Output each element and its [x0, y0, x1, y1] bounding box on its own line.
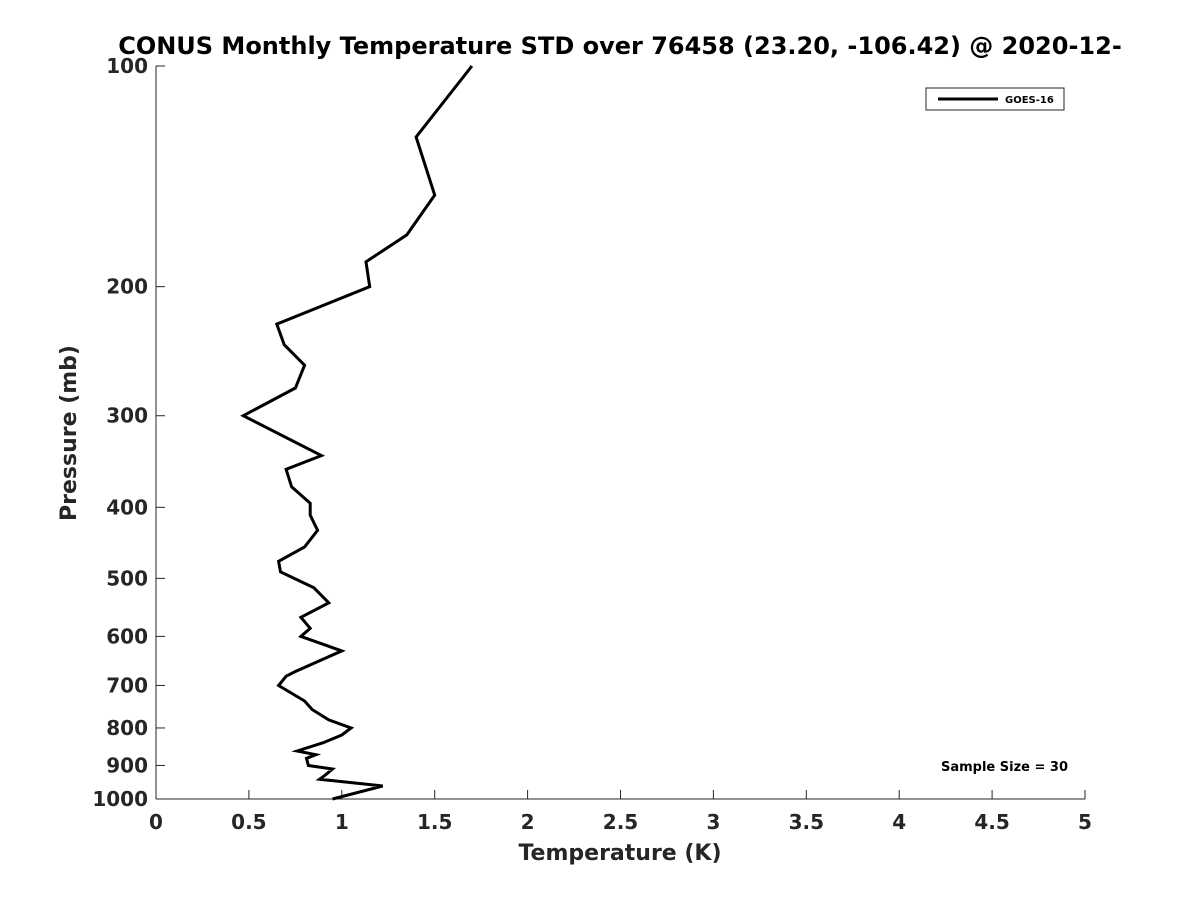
y-tick-label: 700: [106, 673, 148, 697]
x-tick-label: 1: [335, 810, 349, 834]
legend: GOES-16: [925, 87, 1065, 111]
y-tick-label: 800: [106, 716, 148, 740]
y-axis: 100 200 300 400 500 600 700 800 900 1000: [92, 54, 165, 811]
x-tick-label: 3: [706, 810, 720, 834]
x-tick-label: 3.5: [789, 810, 824, 834]
x-tick-label: 2: [521, 810, 535, 834]
y-tick-label: 900: [106, 753, 148, 777]
x-tick-label: 0.5: [231, 810, 266, 834]
sample-size-annotation: Sample Size = 30: [941, 760, 1068, 775]
x-tick-label: 1.5: [417, 810, 452, 834]
series-layer: [240, 65, 474, 801]
series-line-goes-16: [240, 65, 474, 801]
x-tick-label: 4: [892, 810, 906, 834]
y-tick-label: 600: [106, 624, 148, 648]
y-tick-label: 100: [106, 54, 148, 78]
y-tick-label: 200: [106, 275, 148, 299]
x-tick-label: 5: [1078, 810, 1092, 834]
plot-area: [155, 66, 1085, 800]
x-axis: 0 0.5 1 1.5 2 2.5 3 3.5 4 4.5 5: [149, 790, 1092, 834]
y-axis-label: Pressure (mb): [57, 345, 82, 521]
y-tick-label: 1000: [92, 787, 148, 811]
y-tick-label: 500: [106, 566, 148, 590]
legend-label-goes-16: GOES-16: [1005, 95, 1054, 106]
chart-title: CONUS Monthly Temperature STD over 76458…: [118, 32, 1122, 60]
y-tick-label: 400: [106, 495, 148, 519]
x-tick-label: 0: [149, 810, 163, 834]
x-tick-label: 4.5: [974, 810, 1009, 834]
x-tick-label: 2.5: [603, 810, 638, 834]
x-axis-label: Temperature (K): [518, 841, 721, 866]
y-tick-label: 300: [106, 404, 148, 428]
